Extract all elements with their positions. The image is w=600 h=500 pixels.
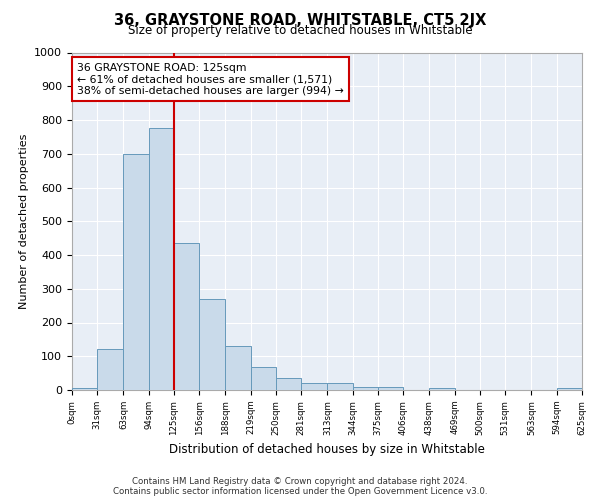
X-axis label: Distribution of detached houses by size in Whitstable: Distribution of detached houses by size … [169,443,485,456]
Text: Size of property relative to detached houses in Whitstable: Size of property relative to detached ho… [128,24,472,37]
Y-axis label: Number of detached properties: Number of detached properties [19,134,29,309]
Bar [72,388,97,390]
Bar [97,349,124,390]
Bar [430,388,455,390]
Bar [557,388,582,390]
Bar [328,383,353,390]
Text: Contains HM Land Registry data © Crown copyright and database right 2024.
Contai: Contains HM Land Registry data © Crown c… [113,476,487,496]
Bar [301,382,328,390]
Bar [276,378,301,390]
Bar [378,386,403,390]
Bar [251,367,276,390]
Bar [174,243,199,390]
Bar [149,128,174,390]
Text: 36, GRAYSTONE ROAD, WHITSTABLE, CT5 2JX: 36, GRAYSTONE ROAD, WHITSTABLE, CT5 2JX [114,12,486,28]
Bar [199,299,226,390]
Bar [353,386,378,390]
Bar [226,346,251,390]
Bar [124,154,149,390]
Text: 36 GRAYSTONE ROAD: 125sqm
← 61% of detached houses are smaller (1,571)
38% of se: 36 GRAYSTONE ROAD: 125sqm ← 61% of detac… [77,62,344,96]
